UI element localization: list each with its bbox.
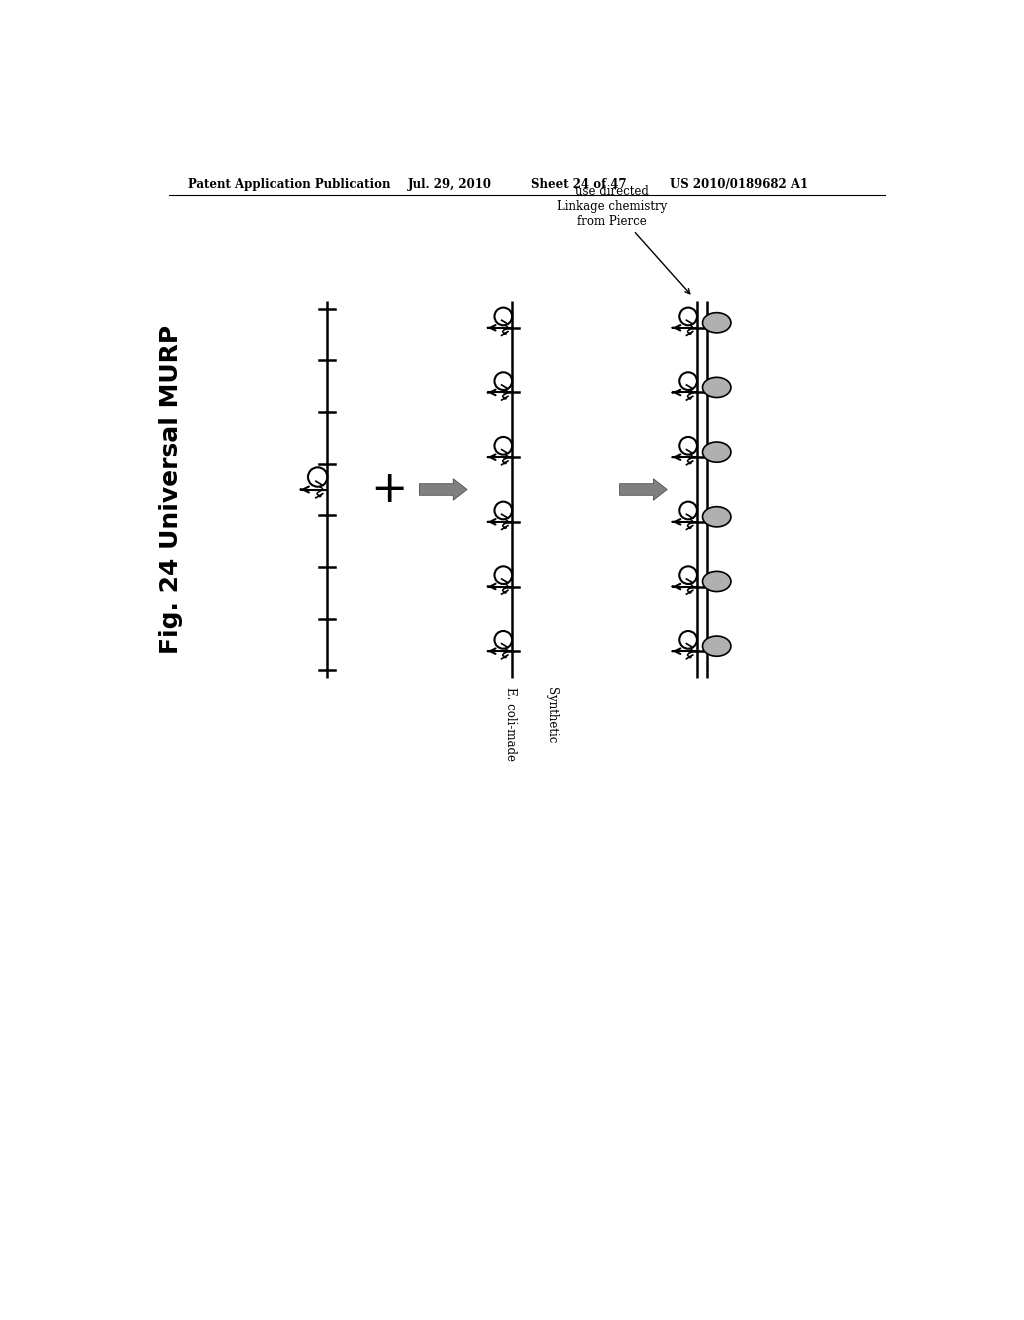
Text: +: + <box>370 469 408 511</box>
Ellipse shape <box>702 442 731 462</box>
Ellipse shape <box>702 313 731 333</box>
FancyArrow shape <box>419 479 467 500</box>
Text: Synthetic: Synthetic <box>545 688 558 743</box>
Ellipse shape <box>702 507 731 527</box>
Text: US 2010/0189682 A1: US 2010/0189682 A1 <box>670 178 808 190</box>
Text: Patent Application Publication: Patent Application Publication <box>188 178 391 190</box>
Text: use directed
Linkage chemistry
from Pierce: use directed Linkage chemistry from Pier… <box>557 185 690 294</box>
FancyArrow shape <box>620 479 668 500</box>
Text: Fig. 24 Universal MURP: Fig. 24 Universal MURP <box>159 325 182 655</box>
Ellipse shape <box>702 378 731 397</box>
Ellipse shape <box>702 636 731 656</box>
Text: Sheet 24 of 47: Sheet 24 of 47 <box>531 178 627 190</box>
Text: Jul. 29, 2010: Jul. 29, 2010 <box>408 178 492 190</box>
Text: E. coli-made: E. coli-made <box>504 688 517 762</box>
Ellipse shape <box>702 572 731 591</box>
